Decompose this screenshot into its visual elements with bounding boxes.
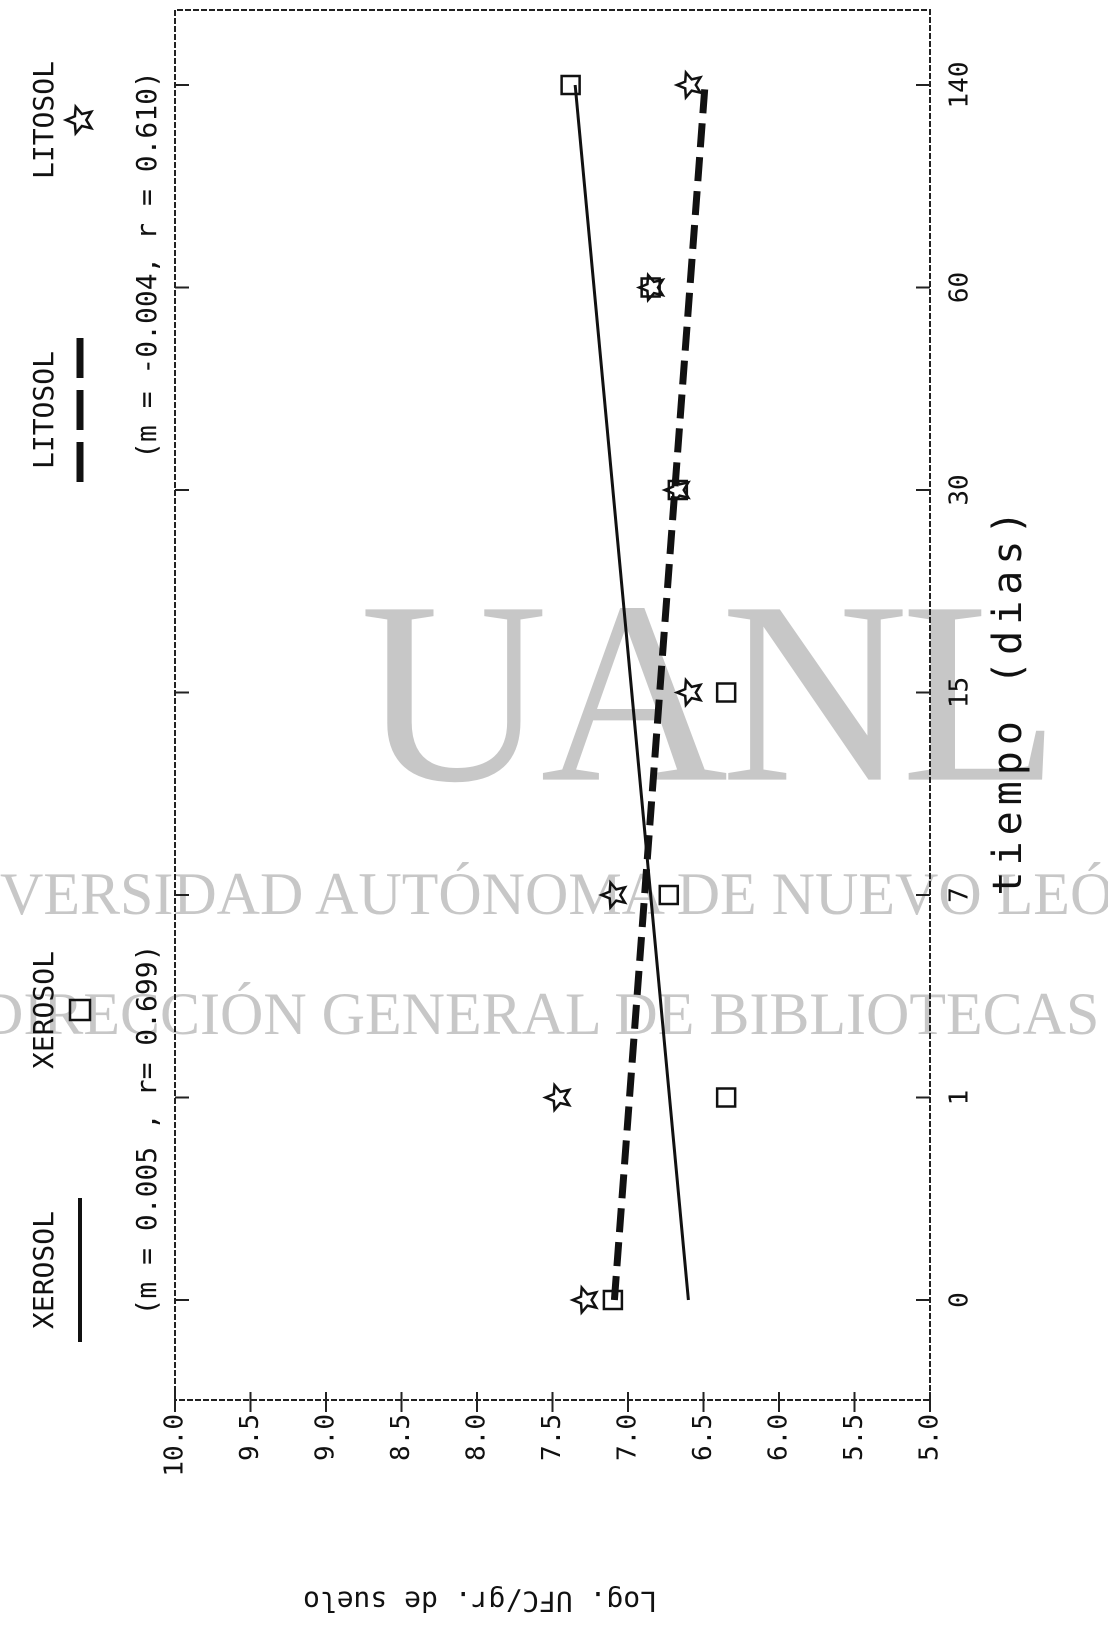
- watermark: UANL: [360, 549, 1060, 837]
- point: [635, 272, 666, 303]
- annotation: (m = 0.005 , r= 0.699): [130, 945, 163, 1316]
- x-tick-label: 7: [945, 887, 975, 903]
- y-tick-label: 9.0: [311, 1414, 341, 1461]
- y-tick-label: 5.0: [915, 1414, 945, 1461]
- fit-line: [573, 84, 690, 1301]
- point: [673, 676, 703, 709]
- point: [569, 1284, 599, 1316]
- x-tick-label: 140: [945, 62, 975, 109]
- y-axis-label: Log. UFC/gr. de suelo: [303, 1585, 657, 1618]
- y-tick-label: 6.0: [764, 1414, 794, 1461]
- legend-marker: [68, 998, 92, 1022]
- x-tick-label: 0: [945, 1292, 975, 1308]
- x-axis-label: tiempo (dias): [985, 504, 1031, 895]
- y-tick-label: 10.0: [160, 1414, 190, 1477]
- y-tick-label: 5.5: [839, 1414, 869, 1461]
- point: [658, 884, 680, 906]
- annotation: (m = -0.004, r = 0.610): [130, 71, 163, 459]
- legend-label: LITOSOL: [27, 351, 60, 469]
- legend-label: XEROSOL: [27, 1211, 60, 1329]
- point: [715, 682, 737, 703]
- legend-marker: [62, 103, 94, 137]
- y-tick-label: 9.5: [235, 1414, 265, 1461]
- y-tick-label: 7.5: [537, 1414, 567, 1461]
- legend-label: LITOSOL: [27, 61, 60, 179]
- x-tick-label: 1: [945, 1090, 975, 1106]
- y-tick-label: 8.0: [462, 1414, 492, 1461]
- point: [715, 1087, 737, 1108]
- x-tick-label: 30: [945, 474, 975, 505]
- point: [542, 1081, 572, 1114]
- x-tick-label: 60: [945, 272, 975, 303]
- y-tick-label: 6.5: [688, 1414, 718, 1461]
- point: [560, 74, 581, 96]
- plot: 10.0 9.5 9.0 8.5 8.0 7.5 7.0 6.5 6.0 5.5 5.0 0 1 7 15 3…: [27, 9, 1031, 1618]
- point: [673, 69, 703, 101]
- point: [661, 474, 691, 506]
- y-tick-label: 8.5: [386, 1414, 416, 1461]
- x-tick-label: 15: [945, 677, 975, 708]
- legend-label: XEROSOL: [27, 951, 60, 1069]
- y-tick-label: 7.0: [613, 1414, 643, 1461]
- point: [598, 879, 628, 911]
- watermark: DIRECCIÓN GENERAL DE BIBLIOTECAS: [0, 981, 1099, 1047]
- watermark: VERSIDAD AUTÓNOMA DE NUEVO LEÓN: [0, 861, 1108, 927]
